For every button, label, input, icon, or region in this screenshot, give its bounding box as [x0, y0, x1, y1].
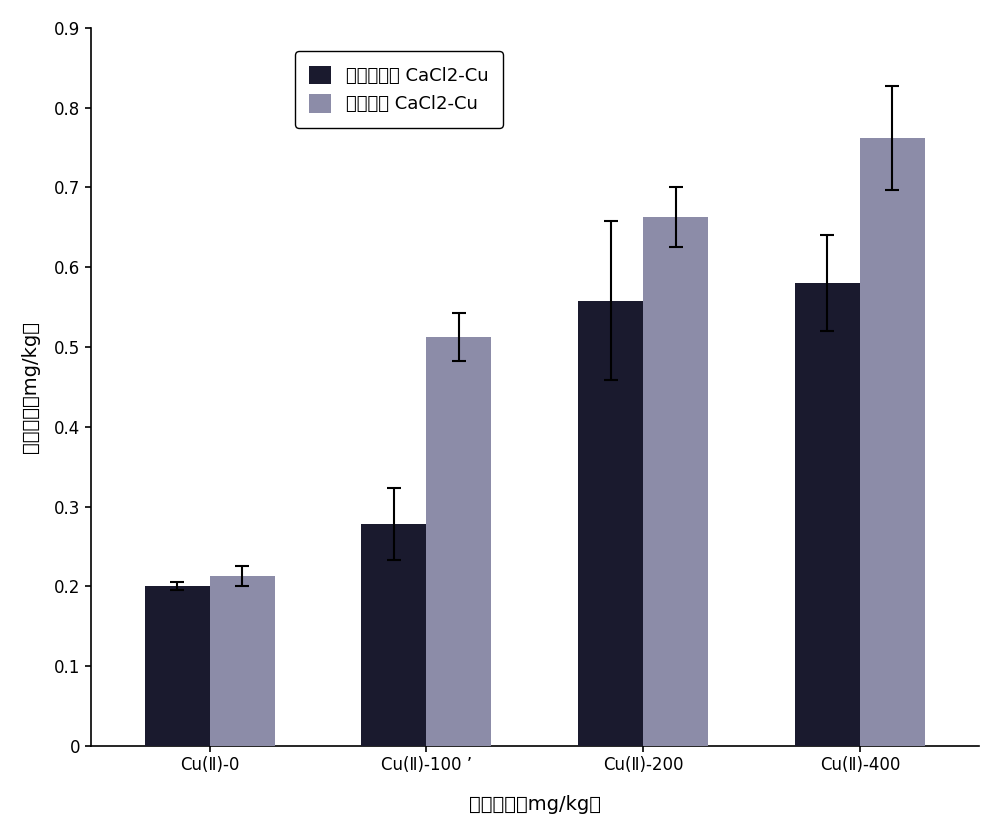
Bar	[210, 576, 275, 746]
Y-axis label: 蔚积浓度（mg/kg）: 蔚积浓度（mg/kg）	[21, 321, 40, 453]
X-axis label: 处理浓度（mg/kg）: 处理浓度（mg/kg）	[469, 795, 601, 814]
Legend: 未接入沙蚕 CaCl2-Cu, 接入沙蚕 CaCl2-Cu: 未接入沙蚕 CaCl2-Cu, 接入沙蚕 CaCl2-Cu	[295, 51, 503, 128]
Bar	[578, 301, 643, 746]
Bar	[361, 524, 426, 746]
Bar	[643, 217, 708, 746]
Bar	[795, 283, 860, 746]
Bar	[145, 586, 210, 746]
Bar	[426, 337, 491, 746]
Bar	[860, 138, 925, 746]
